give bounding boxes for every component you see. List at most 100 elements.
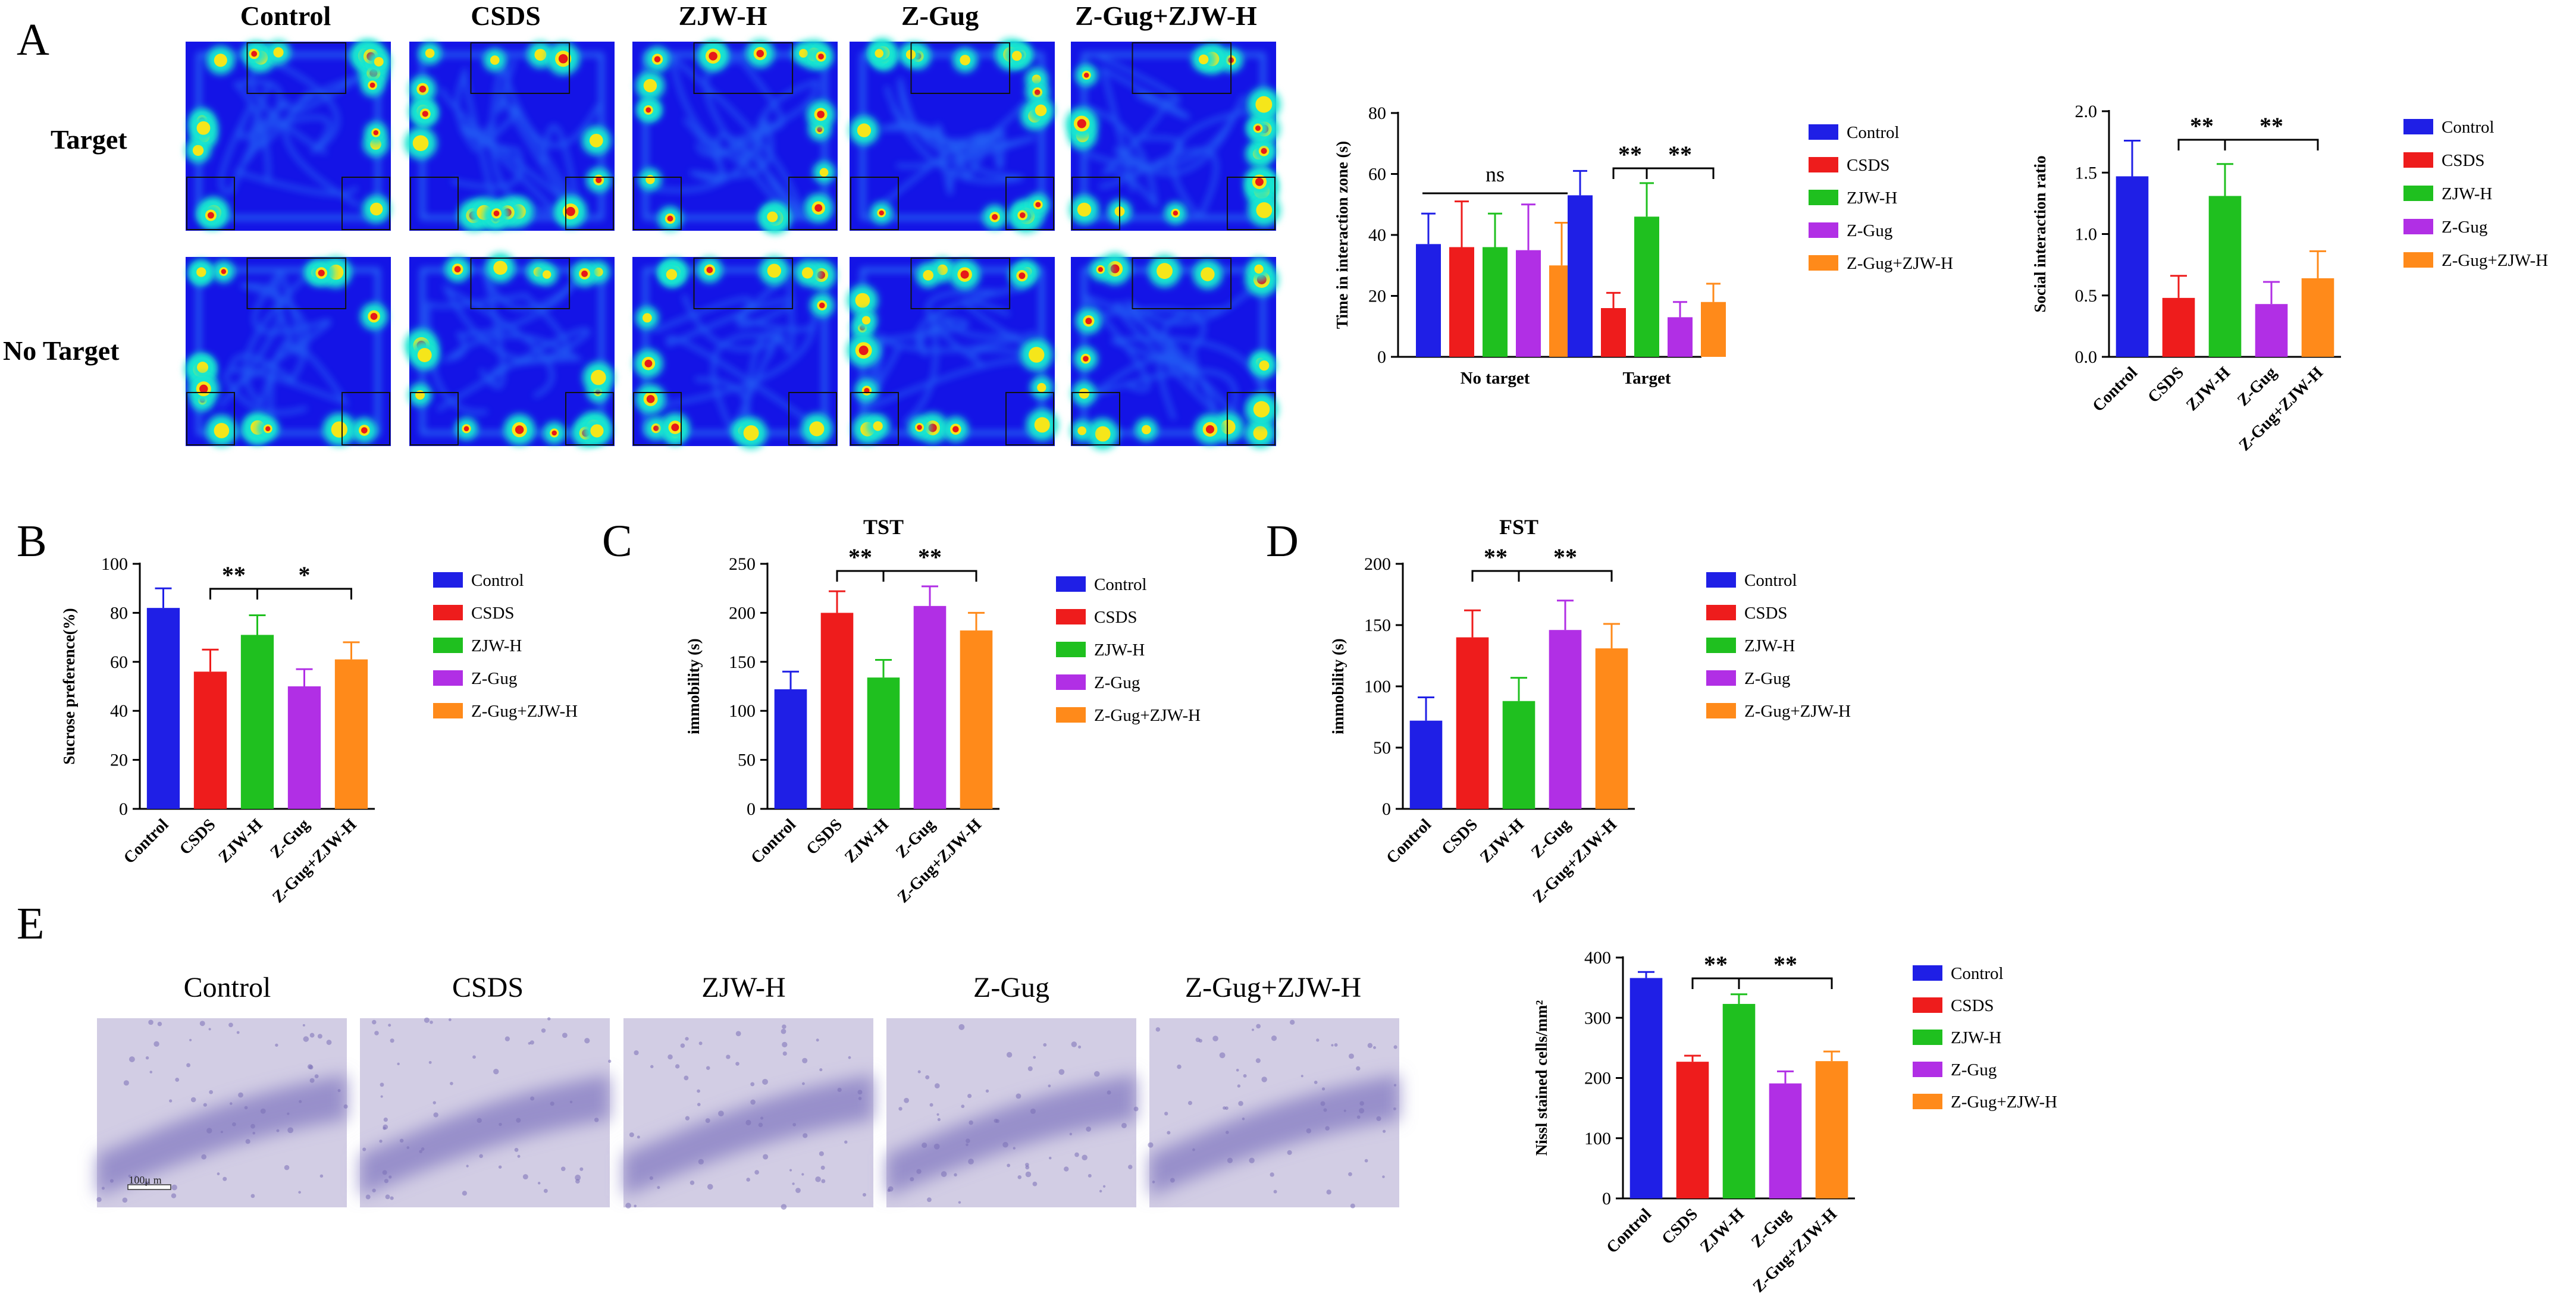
micrograph-cell — [745, 1119, 751, 1126]
heatmap-spot — [646, 395, 655, 403]
heatmap-trail — [218, 283, 309, 408]
micrograph-cell — [477, 1118, 482, 1123]
micrograph-cell — [1323, 1108, 1327, 1112]
micrograph-cell — [685, 1037, 689, 1041]
micrograph-cell — [815, 1176, 821, 1182]
micrograph-cell — [1107, 1090, 1111, 1095]
heatmap-trail — [1079, 293, 1218, 415]
heatmap-trail — [695, 277, 794, 429]
heatmap-trail — [657, 115, 773, 193]
significance-bracket — [2224, 139, 2319, 150]
micrograph-cell — [750, 1099, 756, 1105]
heatmap-zone — [693, 42, 794, 94]
y-tick-label: 100 — [101, 554, 128, 574]
heatmap-spot — [756, 49, 764, 58]
y-tick-label: 200 — [729, 603, 756, 623]
micrograph-cell — [1270, 1172, 1274, 1177]
legend-swatch — [1706, 638, 1736, 653]
micrograph-cell — [96, 1197, 102, 1203]
legend-label: Z-Gug+ZJW-H — [1847, 254, 1953, 273]
heatmap-spot — [196, 267, 206, 277]
y-tick-label: 100 — [1584, 1129, 1611, 1148]
x-tick-label: Control — [120, 815, 173, 868]
y-tick-label: 2.0 — [2075, 102, 2098, 121]
micrograph-cell — [857, 1090, 863, 1095]
heatmap-spot — [671, 423, 679, 432]
heatmap-tile — [632, 256, 838, 449]
bar — [867, 677, 900, 809]
bar — [334, 659, 368, 809]
micrograph-cell — [936, 1113, 939, 1116]
heatmap-spot — [858, 346, 869, 356]
heatmap-spot — [1256, 202, 1273, 218]
significance-bracket — [2177, 139, 2226, 150]
heatmap-spot — [590, 424, 604, 438]
micrograph-cell — [1224, 1106, 1229, 1110]
micrograph-cell — [575, 1175, 581, 1181]
heatmap-zone — [341, 177, 390, 230]
heatmap-spot — [1095, 426, 1111, 442]
y-tick-label: 1.0 — [2075, 225, 2098, 244]
micrograph-cell — [123, 1080, 129, 1086]
micrograph-cell — [309, 1065, 314, 1070]
heatmap-hotspots — [185, 40, 391, 229]
micrograph-cell — [372, 1019, 377, 1025]
heatmap-trail — [440, 59, 566, 201]
legend-label: Z-Gug+ZJW-H — [1094, 706, 1201, 725]
x-tick-label: CSDS — [1438, 815, 1481, 859]
x-tick-label: Z-Gug — [1748, 1205, 1794, 1251]
micrograph-cell — [230, 1102, 233, 1105]
heatmap-spot — [801, 267, 813, 279]
heatmap-spot — [818, 54, 824, 59]
heatmap-zone — [470, 42, 571, 94]
micrograph-cell — [958, 1024, 965, 1030]
heatmap-spot — [952, 426, 959, 433]
micrograph-label-combo: Z-Gug+ZJW-H — [1185, 972, 1361, 1003]
heatmap-background — [632, 42, 838, 231]
micrograph-cell — [302, 1024, 305, 1027]
heatmap-spot — [251, 51, 258, 57]
heatmap-zone — [470, 258, 571, 309]
micrograph-cell-layer — [97, 1075, 347, 1197]
micrograph-cell — [284, 1165, 290, 1170]
micrograph-cell — [735, 1031, 741, 1037]
micrograph-cell — [203, 1103, 207, 1107]
y-axis-label: Sucrose preference(%) — [60, 608, 78, 764]
micrograph-cell — [169, 1099, 173, 1103]
micrograph-cell — [260, 1108, 266, 1114]
heatmap-spot — [419, 86, 427, 93]
bar — [1676, 1062, 1709, 1198]
micrograph-cell — [250, 1194, 255, 1198]
micrograph-band — [1149, 1075, 1399, 1197]
heatmap-zone — [410, 177, 459, 230]
micrograph-cell — [858, 1097, 862, 1100]
micrograph-cell — [1273, 1190, 1277, 1194]
heatmap-trail — [1092, 52, 1190, 193]
micrograph-cell — [684, 1075, 689, 1081]
x-tick-label: ZJW-H — [2183, 363, 2234, 415]
bar — [1634, 216, 1659, 357]
micrograph-cell — [985, 1089, 989, 1093]
heatmap-spot — [589, 133, 603, 147]
micrograph-cell — [927, 1197, 932, 1203]
heatmap-zone — [341, 392, 390, 445]
bar — [1456, 637, 1489, 809]
x-tick-label: Control — [1383, 815, 1435, 868]
micrograph-cell — [1086, 1126, 1092, 1132]
significance-label: ** — [918, 544, 942, 570]
micrograph-cell — [1289, 1019, 1295, 1025]
micrograph-cell — [1078, 1045, 1082, 1049]
micrograph-cell — [637, 1135, 640, 1139]
micrograph-cell — [1148, 1142, 1154, 1148]
micrograph-cells — [887, 1024, 1139, 1204]
micrograph-label-control: Control — [184, 972, 271, 1003]
micrograph-cell — [433, 1112, 438, 1118]
heatmap-spot — [642, 313, 652, 323]
micrograph-cell — [802, 1082, 805, 1085]
y-tick-label: 100 — [1364, 677, 1391, 696]
micrograph-cell — [961, 1104, 965, 1109]
heatmap-zone — [633, 392, 682, 445]
heatmap-spot — [1253, 401, 1270, 418]
heatmap-spot — [654, 56, 661, 62]
heatmap-hotspots — [405, 41, 612, 231]
